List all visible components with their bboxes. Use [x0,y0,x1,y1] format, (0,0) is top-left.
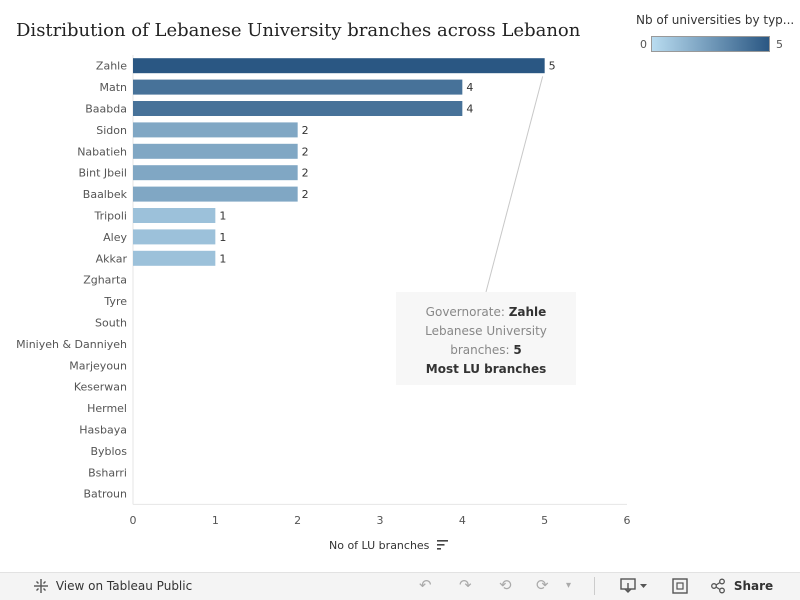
bar[interactable] [133,122,298,138]
tooltip: Governorate: Zahle Lebanese University b… [396,292,576,385]
bar[interactable] [133,58,545,74]
undo-icon[interactable]: ↶ [419,576,432,594]
category-label: Bint Jbeil [79,167,128,180]
revert-icon[interactable]: ⟲ [499,576,512,594]
category-label: Keserwan [74,381,127,394]
category-label: Marjeyoun [69,359,127,372]
x-tick-label: 5 [541,514,548,527]
legend-title[interactable]: Nb of universities by typ... [636,13,795,27]
x-tick-label: 0 [130,514,137,527]
x-axis-title: No of LU branches [329,539,430,552]
bar[interactable] [133,250,216,266]
bar[interactable] [133,101,463,116]
bar-value-label: 1 [219,231,226,244]
legend-min-label: 0 [640,38,647,51]
sort-icon[interactable] [437,540,448,550]
share-button[interactable]: Share [710,578,773,594]
category-label: Hermel [87,402,127,415]
category-label: Aley [103,231,127,244]
x-tick-label: 1 [212,514,219,527]
tableau-toolbar: View on Tableau Public ↶ ↷ ⟲ ⟳ ▾ Share [0,572,800,600]
category-label: Tripoli [93,210,127,223]
bar[interactable] [133,229,216,245]
refresh-dropdown-icon[interactable]: ▾ [566,580,572,591]
category-label: Bsharri [88,466,127,479]
legend-max-label: 5 [776,38,783,51]
x-tick-label: 2 [294,514,301,527]
category-label: Miniyeh & Danniyeh [16,338,127,351]
x-tick-label: 4 [459,514,466,527]
tableau-logo-icon [34,579,48,593]
bar-value-label: 2 [302,188,309,201]
category-label: Zgharta [83,274,127,287]
bar-value-label: 1 [219,210,226,223]
bar-value-label: 2 [302,167,309,180]
bar[interactable] [133,208,216,223]
share-label: Share [733,579,774,593]
bar[interactable] [133,186,298,202]
bar-value-label: 4 [466,81,473,94]
category-label: Baabda [85,103,127,116]
fullscreen-icon[interactable] [671,577,689,598]
bar[interactable] [133,165,298,181]
tooltip-branches-value: 5 [513,343,522,357]
bar[interactable] [133,143,298,159]
legend-gradient [651,36,770,52]
bar[interactable] [133,79,463,95]
toolbar-divider [594,577,595,595]
bar-value-label: 5 [549,60,556,73]
x-tick-label: 3 [377,514,384,527]
category-label: Baalbek [83,188,128,201]
category-label: Matn [99,81,127,94]
refresh-icon[interactable]: ⟳ [536,576,549,594]
tooltip-pointer [485,76,544,293]
view-on-tableau-link[interactable]: View on Tableau Public [33,578,192,594]
bar-value-label: 1 [219,252,226,265]
tooltip-branches-label: Lebanese University branches: [425,324,547,357]
download-icon[interactable] [620,577,650,598]
category-label: Nabatieh [77,145,127,158]
chart-title: Distribution of Lebanese University bran… [16,20,581,41]
category-label: Sidon [96,124,127,137]
tooltip-governorate-label: Governorate: [425,305,505,319]
bar-value-label: 4 [466,103,473,116]
category-label: Byblos [90,445,127,458]
bar-value-label: 2 [302,145,309,158]
x-tick-label: 6 [624,514,631,527]
category-label: Batroun [83,488,127,501]
view-on-tableau-label: View on Tableau Public [55,579,193,593]
category-label: Zahle [96,60,127,73]
category-label: South [95,317,127,330]
bar-chart: Zahle 5 Matn 4 Baabda 4 Sidon 2 Nabatieh 2 Bint Jb… [16,55,631,527]
share-icon [711,578,725,594]
category-label: Tyre [103,295,127,308]
tooltip-governorate-value: Zahle [508,305,547,319]
category-label: Hasbaya [79,424,127,437]
tooltip-note: Most LU branches [425,362,547,376]
redo-icon[interactable]: ↷ [459,576,472,594]
category-label: Akkar [96,252,128,265]
bar-value-label: 2 [302,124,309,137]
